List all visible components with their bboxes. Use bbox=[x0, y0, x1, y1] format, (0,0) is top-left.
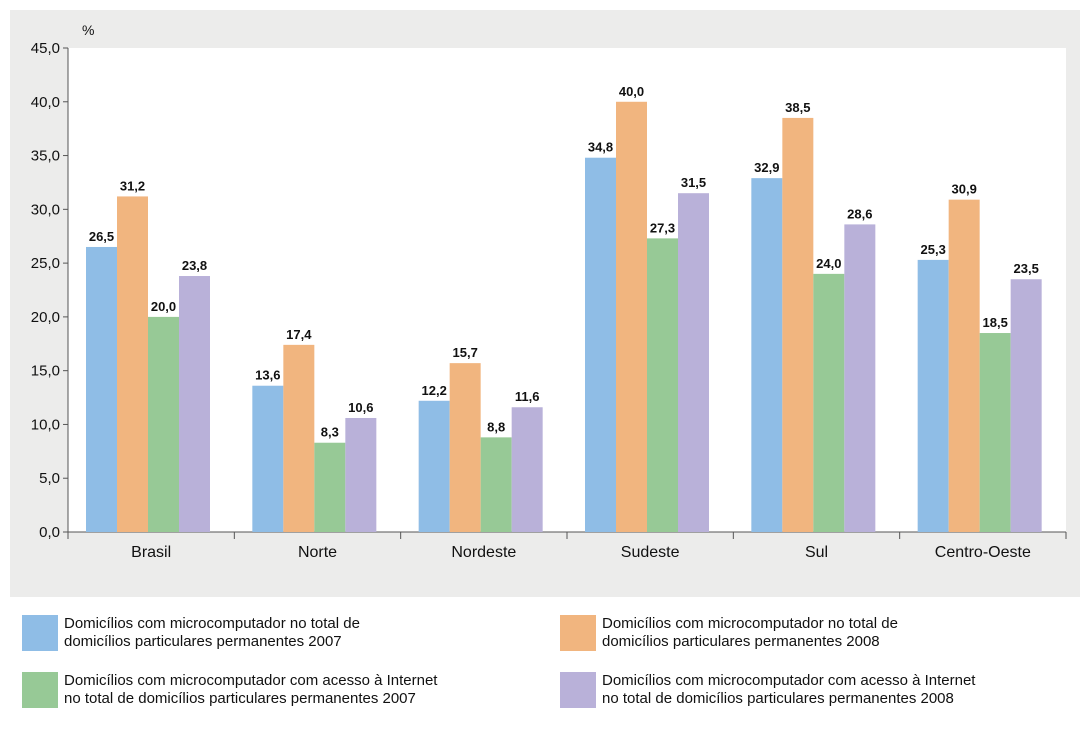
legend-swatch bbox=[560, 615, 596, 651]
bar-value-label: 25,3 bbox=[921, 242, 946, 257]
bar-value-label: 30,9 bbox=[952, 182, 977, 197]
bar bbox=[418, 400, 450, 532]
data-labels: 26,5 13,6 12,2 34,8 32,9 25,3 31,2 17,4 15,7 40,0… bbox=[89, 84, 1039, 440]
bar-value-label: 28,6 bbox=[847, 206, 872, 221]
bar bbox=[782, 117, 814, 533]
x-axis: Brasil Norte Nordeste Sudeste Sul Centro-Oest… bbox=[67, 531, 1067, 561]
bar-value-label: 8,8 bbox=[487, 419, 505, 434]
legend-label: Domicílios com microcomputador no total … bbox=[64, 615, 360, 650]
legend-swatch bbox=[22, 615, 58, 651]
bar bbox=[751, 178, 783, 533]
bar-value-label: 23,8 bbox=[182, 258, 207, 273]
y-tick-label: 35,0 bbox=[31, 148, 60, 165]
bars bbox=[86, 101, 1042, 533]
bar-value-label: 8,3 bbox=[321, 425, 339, 440]
legend-swatch bbox=[22, 672, 58, 708]
bar bbox=[449, 363, 481, 532]
bar-value-label: 31,5 bbox=[681, 175, 706, 190]
bar-value-label: 20,0 bbox=[151, 299, 176, 314]
legend: Domicílios com microcomputador no total … bbox=[10, 597, 1080, 731]
bar bbox=[948, 199, 980, 533]
bar bbox=[314, 442, 346, 532]
bar-value-label: 40,0 bbox=[619, 84, 644, 99]
bar bbox=[148, 316, 179, 532]
legend-item-2007-computer: Domicílios com microcomputador no total … bbox=[22, 615, 360, 651]
legend-label: Domicílios com microcomputador com acess… bbox=[64, 672, 438, 707]
bar bbox=[252, 385, 284, 532]
bar bbox=[917, 259, 949, 532]
legend-item-2008-computer: Domicílios com microcomputador no total … bbox=[560, 615, 898, 651]
bar bbox=[616, 101, 647, 533]
plot-area bbox=[68, 48, 1066, 532]
bar-value-label: 38,5 bbox=[785, 100, 810, 115]
x-category-label: Nordeste bbox=[451, 544, 516, 561]
bar-value-label: 24,0 bbox=[816, 256, 841, 271]
y-tick-label: 45,0 bbox=[31, 40, 60, 57]
bar-value-label: 27,3 bbox=[650, 220, 675, 235]
bar bbox=[647, 238, 678, 532]
legend-item-2008-internet: Domicílios com microcomputador com acess… bbox=[560, 672, 975, 708]
y-tick-label: 40,0 bbox=[31, 94, 60, 111]
bar-value-label: 12,2 bbox=[422, 383, 447, 398]
bar bbox=[511, 407, 543, 532]
legend-swatch bbox=[560, 672, 596, 708]
y-tick-label: 25,0 bbox=[31, 255, 60, 272]
bar bbox=[844, 224, 876, 532]
y-axis-unit-label: % bbox=[82, 22, 94, 38]
x-category-label: Sul bbox=[805, 544, 828, 561]
bar-value-label: 11,6 bbox=[515, 389, 540, 404]
bar-value-label: 32,9 bbox=[754, 160, 779, 175]
bar bbox=[585, 157, 616, 532]
bar-value-label: 18,5 bbox=[983, 315, 1008, 330]
legend-item-2007-internet: Domicílios com microcomputador com acess… bbox=[22, 672, 437, 708]
bar bbox=[86, 246, 117, 532]
x-category-label: Norte bbox=[298, 544, 337, 561]
bar bbox=[345, 417, 377, 532]
bar bbox=[117, 196, 148, 532]
y-tick-label: 5,0 bbox=[39, 470, 60, 487]
y-tick-label: 10,0 bbox=[31, 416, 60, 433]
bar-value-label: 13,6 bbox=[255, 368, 280, 383]
bar bbox=[813, 273, 845, 532]
bar-value-label: 31,2 bbox=[120, 178, 145, 193]
legend-label: Domicílios com microcomputador no total … bbox=[602, 615, 898, 650]
bar bbox=[283, 344, 315, 532]
y-tick-label: 0,0 bbox=[39, 524, 60, 541]
bar bbox=[979, 333, 1011, 532]
y-tick-label: 20,0 bbox=[31, 309, 60, 326]
bar-value-label: 34,8 bbox=[588, 140, 613, 155]
bar bbox=[678, 193, 709, 532]
x-category-label: Sudeste bbox=[621, 544, 680, 561]
bar bbox=[480, 437, 512, 532]
bar-value-label: 15,7 bbox=[453, 345, 478, 360]
legend-label: Domicílios com microcomputador com acess… bbox=[602, 672, 976, 707]
bar bbox=[179, 276, 210, 532]
bar-value-label: 23,5 bbox=[1014, 261, 1039, 276]
bar-value-label: 26,5 bbox=[89, 229, 114, 244]
x-category-label: Centro-Oeste bbox=[935, 544, 1031, 561]
y-tick-label: 30,0 bbox=[31, 201, 60, 218]
x-category-label: Brasil bbox=[131, 544, 171, 561]
bar-value-label: 10,6 bbox=[348, 400, 373, 415]
y-axis: 0,0 5,0 10,0 15,0 20,0 25,0 30,0 35,0 40,0 45,0 bbox=[31, 40, 69, 541]
bar bbox=[1010, 279, 1042, 532]
bar-value-label: 17,4 bbox=[286, 327, 312, 342]
y-tick-label: 15,0 bbox=[31, 363, 60, 380]
